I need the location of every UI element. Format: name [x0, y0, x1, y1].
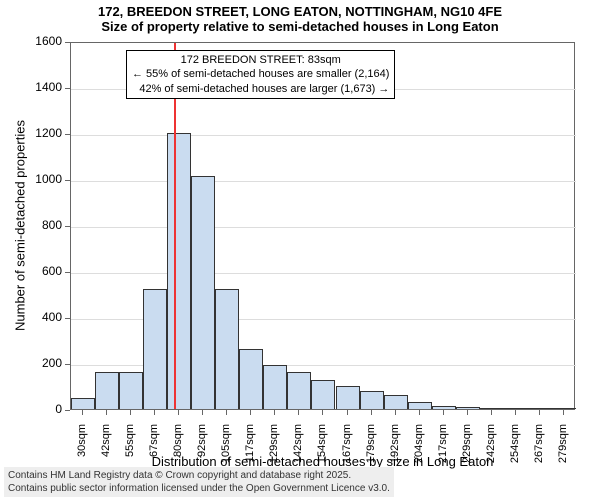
annotation-line3: 42% of semi-detached houses are larger (… [132, 82, 389, 96]
histogram-bar [191, 176, 215, 409]
x-tick [371, 410, 372, 415]
x-tick [106, 410, 107, 415]
histogram-bar [552, 408, 576, 409]
histogram-bar [384, 395, 408, 409]
x-tick [491, 410, 492, 415]
histogram-bar [456, 407, 480, 409]
x-tick [563, 410, 564, 415]
histogram-bar [287, 372, 311, 409]
grid-line [71, 181, 576, 182]
y-tick-label: 400 [0, 310, 62, 324]
y-tick-label: 1000 [0, 172, 62, 186]
x-tick-label: 254sqm [509, 424, 521, 472]
x-tick [82, 410, 83, 415]
histogram-bar [432, 406, 456, 409]
histogram-bar [504, 408, 528, 409]
histogram-bar [143, 289, 167, 409]
x-tick [274, 410, 275, 415]
x-tick-label: 217sqm [437, 424, 449, 472]
title-line1: 172, BREEDON STREET, LONG EATON, NOTTING… [0, 0, 600, 19]
footer-line2: Contains public sector information licen… [8, 482, 390, 495]
x-tick-label: 30sqm [76, 424, 88, 472]
x-tick [250, 410, 251, 415]
x-tick [178, 410, 179, 415]
annotation-box: 172 BREEDON STREET: 83sqm← 55% of semi-d… [126, 50, 395, 99]
y-tick-label: 1400 [0, 80, 62, 94]
x-tick-label: 167sqm [341, 424, 353, 472]
x-tick-label: 229sqm [461, 424, 473, 472]
grid-line [71, 227, 576, 228]
x-tick [226, 410, 227, 415]
y-tick [65, 42, 70, 43]
y-tick [65, 410, 70, 411]
x-tick [347, 410, 348, 415]
y-tick-label: 800 [0, 218, 62, 232]
x-tick-label: 154sqm [316, 424, 328, 472]
histogram-bar [215, 289, 239, 409]
histogram-bar [263, 365, 287, 409]
x-tick [443, 410, 444, 415]
title-line2: Size of property relative to semi-detach… [0, 19, 600, 34]
histogram-bar [167, 133, 191, 409]
y-tick [65, 180, 70, 181]
x-tick-label: 67sqm [148, 424, 160, 472]
grid-line [71, 135, 576, 136]
y-tick-label: 1600 [0, 34, 62, 48]
y-tick-label: 0 [0, 402, 62, 416]
histogram-bar [119, 372, 143, 409]
x-tick-label: 142sqm [292, 424, 304, 472]
annotation-line2: ← 55% of semi-detached houses are smalle… [132, 67, 389, 81]
histogram-bar [528, 408, 552, 409]
histogram-bar [239, 349, 263, 409]
x-tick [130, 410, 131, 415]
x-tick-label: 92sqm [196, 424, 208, 472]
histogram-bar [360, 391, 384, 409]
y-tick [65, 272, 70, 273]
y-tick [65, 226, 70, 227]
x-tick-label: 179sqm [365, 424, 377, 472]
y-tick [65, 134, 70, 135]
x-tick-label: 55sqm [124, 424, 136, 472]
x-tick-label: 192sqm [389, 424, 401, 472]
y-tick-label: 600 [0, 264, 62, 278]
x-tick-label: 204sqm [413, 424, 425, 472]
x-tick [322, 410, 323, 415]
x-tick-label: 129sqm [268, 424, 280, 472]
x-tick-label: 80sqm [172, 424, 184, 472]
x-tick-label: 42sqm [100, 424, 112, 472]
histogram-bar [95, 372, 119, 409]
x-tick [395, 410, 396, 415]
x-tick [539, 410, 540, 415]
x-tick-label: 279sqm [557, 424, 569, 472]
annotation-line1: 172 BREEDON STREET: 83sqm [132, 53, 389, 67]
histogram-bar [408, 402, 432, 409]
histogram-bar [480, 408, 504, 409]
x-tick [202, 410, 203, 415]
y-tick [65, 318, 70, 319]
x-tick [154, 410, 155, 415]
x-tick [419, 410, 420, 415]
x-tick [467, 410, 468, 415]
histogram-bar [311, 380, 335, 409]
x-tick [515, 410, 516, 415]
x-tick-label: 242sqm [485, 424, 497, 472]
x-tick-label: 117sqm [244, 424, 256, 472]
histogram-bar [71, 398, 95, 410]
y-tick [65, 364, 70, 365]
x-tick [298, 410, 299, 415]
grid-line [71, 273, 576, 274]
histogram-bar [336, 386, 360, 409]
x-tick-label: 105sqm [220, 424, 232, 472]
y-tick-label: 200 [0, 356, 62, 370]
chart-area: 172 BREEDON STREET: 83sqm← 55% of semi-d… [70, 42, 575, 410]
y-tick-label: 1200 [0, 126, 62, 140]
x-tick-label: 267sqm [533, 424, 545, 472]
y-tick [65, 88, 70, 89]
